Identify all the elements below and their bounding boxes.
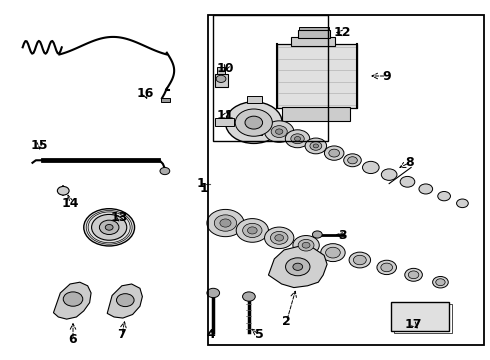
Circle shape xyxy=(419,184,433,194)
Circle shape xyxy=(310,141,322,150)
Circle shape xyxy=(349,252,370,268)
Circle shape xyxy=(400,176,415,187)
Text: 8: 8 xyxy=(405,156,414,169)
Text: 13: 13 xyxy=(110,211,127,224)
Bar xyxy=(247,96,262,103)
Circle shape xyxy=(291,134,304,144)
Text: 5: 5 xyxy=(255,328,264,341)
Text: 14: 14 xyxy=(61,197,79,210)
Bar xyxy=(217,67,225,74)
Circle shape xyxy=(275,129,283,134)
Text: 16: 16 xyxy=(136,87,153,100)
Circle shape xyxy=(313,144,318,148)
Bar xyxy=(393,305,452,333)
Circle shape xyxy=(207,288,220,298)
Circle shape xyxy=(207,210,244,237)
Text: 10: 10 xyxy=(217,62,234,75)
Circle shape xyxy=(293,235,319,255)
Circle shape xyxy=(324,146,344,160)
Circle shape xyxy=(408,271,419,279)
Circle shape xyxy=(302,242,310,248)
Polygon shape xyxy=(53,282,91,319)
Text: 2: 2 xyxy=(282,315,291,328)
Circle shape xyxy=(363,161,379,174)
Circle shape xyxy=(436,279,445,285)
Circle shape xyxy=(457,199,468,208)
Circle shape xyxy=(236,219,269,242)
Bar xyxy=(292,37,335,45)
Circle shape xyxy=(92,215,127,240)
Circle shape xyxy=(225,102,282,143)
Bar xyxy=(282,107,350,121)
Circle shape xyxy=(381,263,392,272)
Polygon shape xyxy=(269,246,327,288)
Circle shape xyxy=(214,215,237,231)
Bar xyxy=(247,129,262,135)
Circle shape xyxy=(105,225,113,230)
Circle shape xyxy=(247,227,257,234)
Circle shape xyxy=(285,130,310,148)
Circle shape xyxy=(405,268,422,281)
Bar xyxy=(208,15,485,345)
Circle shape xyxy=(313,231,322,238)
Circle shape xyxy=(348,157,357,164)
Circle shape xyxy=(57,186,69,195)
Circle shape xyxy=(326,247,340,258)
Circle shape xyxy=(63,292,83,306)
Bar xyxy=(161,98,170,102)
Circle shape xyxy=(270,231,288,244)
Circle shape xyxy=(321,244,345,262)
Text: 7: 7 xyxy=(118,328,126,341)
Circle shape xyxy=(160,167,170,175)
Circle shape xyxy=(243,223,262,238)
Circle shape xyxy=(275,235,284,241)
Circle shape xyxy=(294,136,300,141)
Text: 17: 17 xyxy=(405,318,422,331)
Text: 12: 12 xyxy=(334,27,351,40)
Circle shape xyxy=(377,260,396,275)
Circle shape xyxy=(235,109,272,136)
Circle shape xyxy=(353,255,366,265)
Bar xyxy=(391,302,449,330)
Circle shape xyxy=(216,75,226,82)
Bar xyxy=(215,118,234,126)
Text: 3: 3 xyxy=(339,229,347,242)
Circle shape xyxy=(117,294,134,307)
Circle shape xyxy=(271,126,287,138)
Circle shape xyxy=(243,292,255,301)
Circle shape xyxy=(99,220,119,234)
Text: 1: 1 xyxy=(196,177,205,190)
Circle shape xyxy=(286,258,310,276)
Text: 4: 4 xyxy=(206,328,215,341)
Bar xyxy=(298,30,330,38)
Circle shape xyxy=(293,263,303,270)
Bar xyxy=(215,74,228,87)
Text: 15: 15 xyxy=(31,139,49,152)
Text: 1: 1 xyxy=(199,183,208,195)
Circle shape xyxy=(245,116,263,129)
Circle shape xyxy=(265,121,294,142)
Bar xyxy=(299,27,329,30)
Circle shape xyxy=(433,276,448,288)
Bar xyxy=(277,44,357,108)
Circle shape xyxy=(298,239,314,251)
Circle shape xyxy=(265,227,294,249)
Text: 11: 11 xyxy=(217,109,234,122)
Polygon shape xyxy=(107,284,143,318)
Circle shape xyxy=(329,149,340,157)
Circle shape xyxy=(305,138,327,154)
Text: 6: 6 xyxy=(69,333,77,346)
Circle shape xyxy=(381,169,397,180)
Text: 9: 9 xyxy=(382,69,391,82)
Circle shape xyxy=(84,209,135,246)
Circle shape xyxy=(220,219,231,227)
Circle shape xyxy=(343,154,361,167)
Circle shape xyxy=(438,192,450,201)
Bar xyxy=(213,15,328,140)
